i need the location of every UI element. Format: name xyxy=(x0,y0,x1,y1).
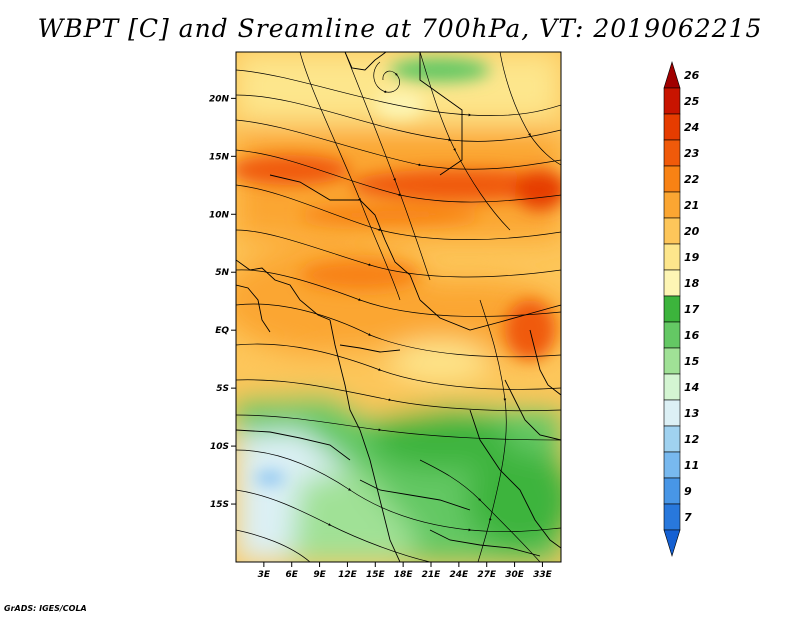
grads-credit: GrADS: IGES/COLA xyxy=(4,604,87,613)
colorbar-segment xyxy=(663,165,681,193)
map-frame xyxy=(235,51,562,563)
colorbar-segment xyxy=(663,139,681,167)
colorbar-label: 23 xyxy=(684,147,700,160)
lon-tick-label: 18E xyxy=(394,570,414,580)
colorbar-label: 9 xyxy=(684,485,692,498)
colorbar-label: 16 xyxy=(684,329,700,342)
colorbar-segment xyxy=(663,217,681,245)
colorbar-label: 15 xyxy=(684,355,700,368)
lon-tick-label: 27E xyxy=(477,570,497,580)
lat-tick-label: 15S xyxy=(210,500,229,510)
colorbar-label: 11 xyxy=(684,459,699,472)
colorbar-segment xyxy=(663,399,681,427)
lon-tick-label: 12E xyxy=(338,570,358,580)
colorbar-segment xyxy=(663,347,681,375)
colorbar-top-arrow xyxy=(663,60,681,89)
wbpt-shading xyxy=(236,52,561,562)
colorbar-label: 20 xyxy=(684,225,700,238)
colorbar-label: 12 xyxy=(684,433,700,446)
lon-tick-label: 9E xyxy=(313,570,326,580)
colorbar-label: 21 xyxy=(684,199,699,212)
lon-tick-label: 24E xyxy=(450,570,470,580)
colorbar-bottom-arrow xyxy=(663,529,681,558)
latitude-axis: 20N 15N 10N 5N EQ 5S 10S 15S xyxy=(209,94,236,510)
lon-tick-label: 21E xyxy=(422,570,442,580)
colorbar-segment xyxy=(663,503,681,531)
colorbar-label: 18 xyxy=(684,277,700,290)
lon-tick-label: 15E xyxy=(366,570,386,580)
colorbar-segment xyxy=(663,87,681,115)
lat-tick-label: EQ xyxy=(215,326,229,336)
colorbar-segment xyxy=(663,295,681,323)
lat-tick-label: 20N xyxy=(209,94,230,104)
colorbar-segment xyxy=(663,321,681,349)
colorbar-segment xyxy=(663,451,681,479)
colorbar-label: 22 xyxy=(684,173,700,186)
longitude-axis: 3E 6E 9E 12E 15E 18E 21E 24E 27E 30E 33E xyxy=(258,562,553,580)
colorbar-segment xyxy=(663,425,681,453)
colorbar-label: 24 xyxy=(684,121,699,134)
lon-tick-label: 6E xyxy=(286,570,299,580)
lat-tick-label: 10S xyxy=(210,442,229,452)
colorbar-segment xyxy=(663,113,681,141)
lon-tick-label: 3E xyxy=(258,570,271,580)
colorbar-segment xyxy=(663,191,681,219)
lat-tick-label: 10N xyxy=(209,210,230,220)
colorbar-label: 7 xyxy=(684,511,692,524)
colorbar-label: 25 xyxy=(684,95,700,108)
colorbar-label: 19 xyxy=(684,251,700,264)
colorbar: 26 25 24 23 22 21 20 19 18 17 16 15 14 13 12 11 9 7 xyxy=(663,60,700,558)
lat-tick-label: 5N xyxy=(215,268,229,278)
lon-tick-label: 30E xyxy=(505,570,525,580)
colorbar-segment xyxy=(663,269,681,297)
colorbar-label: 14 xyxy=(684,381,699,394)
colorbar-segment xyxy=(663,373,681,401)
lat-tick-label: 15N xyxy=(209,152,230,162)
colorbar-label: 26 xyxy=(684,69,700,82)
colorbar-segment xyxy=(663,477,681,505)
colorbar-label: 17 xyxy=(684,303,700,316)
page-title: WBPT [C] and Sreamline at 700hPa, VT: 20… xyxy=(37,14,763,43)
colorbar-segment xyxy=(663,243,681,271)
lon-tick-label: 33E xyxy=(533,570,553,580)
colorbar-label: 13 xyxy=(684,407,700,420)
lat-tick-label: 5S xyxy=(216,384,229,394)
